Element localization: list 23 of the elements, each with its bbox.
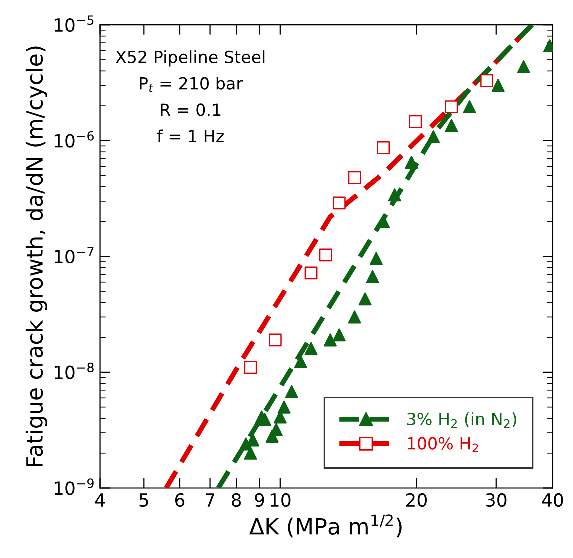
annotation: f = 1 Hz bbox=[157, 130, 224, 142]
x-tick-label: 4 bbox=[95, 494, 106, 507]
x-tick-label: 40 bbox=[542, 493, 564, 508]
legend-label: 100% H$_{2}$ bbox=[408, 437, 478, 452]
y-tick-label: 10$^{−6}$ bbox=[54, 131, 94, 148]
x-tick-label: 8 bbox=[232, 493, 242, 508]
annotation: X52 Pipeline Steel bbox=[116, 50, 265, 67]
x-tick-label: 5 bbox=[140, 494, 148, 508]
annotation: P$_{t}$ = 210 bar bbox=[140, 76, 244, 92]
x-axis-title: ΔK (MPa m$^{1/2}$) bbox=[250, 514, 402, 538]
y-tick-label: 10$^{−5}$ bbox=[54, 16, 94, 32]
x-tick-label: 20 bbox=[406, 493, 427, 508]
x-tick-label: 30 bbox=[486, 493, 507, 508]
y-tick-label: 10$^{−8}$ bbox=[54, 362, 94, 380]
x-tick-label: 10 bbox=[270, 493, 291, 508]
legend-label: 3% H$_{2}$ (in N$_{2}$) bbox=[408, 412, 516, 428]
annotation: R = 0.1 bbox=[161, 104, 221, 116]
x-tick-label: 9 bbox=[255, 493, 264, 508]
y-axis-title: Fatigue crack growth, da/dN (m/cycle) bbox=[26, 46, 48, 466]
y-tick-label: 10$^{−9}$ bbox=[54, 478, 94, 496]
x-tick-label: 7 bbox=[206, 494, 214, 507]
x-tick-label: 6 bbox=[176, 493, 185, 508]
y-tick-label: 10$^{−7}$ bbox=[54, 247, 94, 264]
